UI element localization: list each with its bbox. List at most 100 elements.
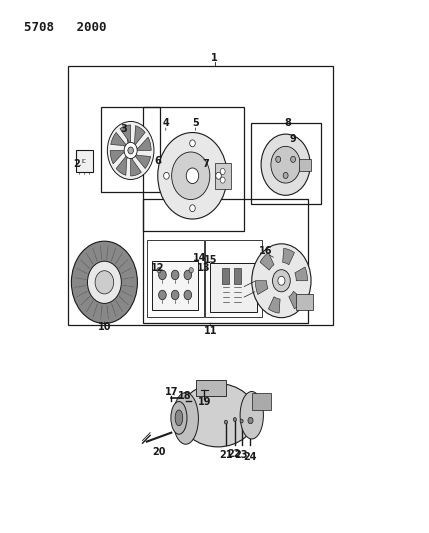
Polygon shape — [106, 246, 108, 260]
Bar — [101, 107, 160, 191]
Bar — [147, 240, 204, 317]
Circle shape — [190, 205, 195, 212]
Text: 7: 7 — [202, 159, 209, 168]
Circle shape — [186, 168, 199, 183]
Text: 3: 3 — [120, 124, 127, 134]
Circle shape — [124, 142, 137, 159]
Circle shape — [163, 172, 169, 179]
Circle shape — [248, 417, 253, 424]
Circle shape — [276, 156, 281, 163]
Bar — [205, 240, 263, 317]
Circle shape — [290, 156, 296, 163]
Polygon shape — [131, 137, 151, 150]
Bar — [296, 294, 313, 310]
Bar — [76, 150, 93, 172]
Circle shape — [88, 261, 121, 303]
Polygon shape — [131, 150, 142, 176]
Polygon shape — [100, 246, 102, 260]
Bar — [68, 66, 333, 325]
Circle shape — [190, 140, 195, 147]
Text: 9: 9 — [290, 134, 296, 144]
Bar — [196, 380, 226, 395]
Polygon shape — [81, 296, 90, 305]
Polygon shape — [119, 296, 128, 305]
Text: 22: 22 — [227, 449, 241, 459]
Text: 8: 8 — [284, 117, 291, 127]
Text: 2: 2 — [73, 159, 80, 168]
Bar — [152, 261, 198, 310]
Text: 20: 20 — [152, 447, 165, 457]
Circle shape — [71, 241, 137, 324]
Circle shape — [171, 270, 179, 280]
Polygon shape — [86, 301, 93, 312]
Circle shape — [272, 270, 290, 292]
Ellipse shape — [171, 401, 187, 434]
Polygon shape — [116, 150, 131, 175]
Polygon shape — [121, 268, 132, 273]
Polygon shape — [77, 268, 87, 274]
Text: 5708   2000: 5708 2000 — [24, 21, 106, 34]
Polygon shape — [119, 260, 128, 268]
Polygon shape — [295, 267, 308, 281]
Bar — [215, 163, 231, 189]
Ellipse shape — [180, 384, 256, 447]
Circle shape — [233, 417, 236, 422]
Polygon shape — [131, 150, 151, 168]
Text: 23: 23 — [234, 450, 248, 461]
Bar — [142, 107, 244, 231]
Text: 21: 21 — [219, 450, 233, 461]
Polygon shape — [269, 297, 280, 313]
Text: 17: 17 — [165, 386, 178, 397]
Polygon shape — [81, 260, 90, 269]
Polygon shape — [111, 248, 116, 261]
Polygon shape — [255, 281, 268, 294]
Text: 4: 4 — [163, 117, 169, 127]
Polygon shape — [115, 253, 123, 264]
Polygon shape — [86, 253, 93, 264]
Polygon shape — [289, 292, 303, 309]
Polygon shape — [116, 301, 123, 312]
Circle shape — [171, 290, 179, 300]
Polygon shape — [77, 291, 87, 297]
Text: 1: 1 — [211, 53, 218, 63]
Text: 10: 10 — [98, 322, 111, 332]
Polygon shape — [283, 248, 294, 265]
Circle shape — [278, 276, 285, 285]
Text: 11: 11 — [203, 326, 217, 336]
Circle shape — [189, 268, 193, 273]
Ellipse shape — [175, 410, 183, 426]
Circle shape — [216, 172, 221, 179]
Bar — [252, 393, 271, 410]
Polygon shape — [121, 291, 132, 296]
Polygon shape — [260, 253, 274, 270]
Ellipse shape — [173, 393, 198, 444]
Bar — [210, 263, 257, 312]
Polygon shape — [123, 277, 134, 279]
Circle shape — [159, 270, 166, 280]
Text: 24: 24 — [243, 453, 257, 463]
Bar — [222, 268, 230, 284]
Circle shape — [252, 244, 311, 318]
Text: 15: 15 — [204, 255, 218, 265]
Polygon shape — [131, 126, 145, 150]
Bar — [299, 159, 311, 171]
Polygon shape — [93, 248, 97, 261]
Circle shape — [271, 147, 300, 183]
Text: 12: 12 — [151, 263, 164, 272]
Bar — [251, 123, 321, 204]
Polygon shape — [75, 285, 86, 288]
Text: 5: 5 — [192, 117, 199, 127]
Polygon shape — [100, 305, 102, 319]
Circle shape — [220, 177, 225, 183]
Circle shape — [261, 134, 310, 195]
Text: 14: 14 — [193, 253, 207, 263]
Circle shape — [159, 290, 166, 300]
Text: 6: 6 — [154, 156, 161, 166]
Text: 18: 18 — [178, 391, 192, 401]
Polygon shape — [93, 304, 97, 317]
Polygon shape — [111, 132, 131, 150]
Text: 19: 19 — [199, 397, 212, 407]
Circle shape — [128, 147, 133, 154]
Bar — [233, 268, 241, 284]
Polygon shape — [75, 278, 86, 280]
